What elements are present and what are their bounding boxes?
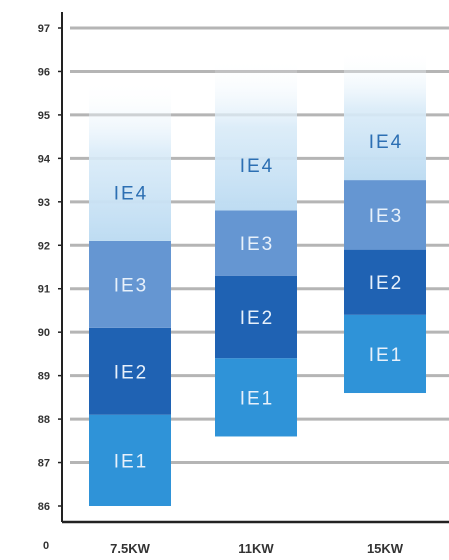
y-tick-label: 88 [38, 414, 50, 426]
bar-segment-ie1 [89, 414, 171, 506]
segment-label: IE1 [369, 345, 404, 366]
y-tick-label: 93 [38, 197, 50, 209]
bar-segment-ie4 [344, 49, 426, 181]
segment-label: IE2 [369, 273, 404, 294]
bar-segment-ie3 [344, 180, 426, 250]
category-label: 15KW [367, 541, 404, 556]
y-tick-label: 92 [38, 240, 50, 252]
segment-label: IE2 [114, 362, 149, 383]
y-tick-label: 94 [38, 153, 51, 165]
segment-label: IE1 [240, 388, 275, 409]
y-tick-label: 86 [38, 501, 50, 513]
axis-layer [58, 12, 449, 524]
bar-segment-ie1 [344, 314, 426, 394]
bar-segment-ie3 [215, 210, 297, 276]
segment-label: IE3 [240, 234, 275, 255]
bar-segment-ie4 [89, 80, 171, 241]
segment-label: IE1 [114, 451, 149, 472]
bar-15kw [344, 49, 426, 394]
y-tick-label: 89 [38, 371, 50, 383]
bar-7-5kw [89, 80, 171, 506]
segment-label: IE3 [369, 206, 404, 227]
y-tick-label: 87 [38, 458, 50, 470]
y-tick-label: 90 [38, 327, 50, 339]
bars-layer [89, 49, 426, 506]
y-tick-label: 95 [38, 110, 50, 122]
category-label: 11KW [238, 541, 274, 556]
bar-segment-ie2 [215, 275, 297, 359]
segment-label: IE2 [240, 308, 275, 329]
category-label: 7.5KW [110, 541, 150, 556]
segment-label: IE3 [114, 275, 149, 296]
segment-label: IE4 [114, 184, 149, 205]
segment-label: IE4 [240, 156, 275, 177]
bar-segment-ie2 [89, 327, 171, 415]
labels-layer: 86 87 88 89 90 91 92 93 94 95 96 97 0 IE1 IE2 IE3 IE4 7.5… [38, 23, 404, 556]
bar-segment-ie4 [215, 58, 297, 211]
y-tick-label: 96 [38, 66, 50, 78]
y-tick-label: 91 [38, 284, 50, 296]
origin-label: 0 [43, 540, 49, 552]
bar-segment-ie3 [89, 240, 171, 328]
bar-11kw [215, 58, 297, 437]
bar-segment-ie1 [215, 358, 297, 437]
bar-segment-ie2 [344, 249, 426, 315]
segment-label: IE4 [369, 132, 404, 153]
y-tick-label: 97 [38, 23, 50, 35]
